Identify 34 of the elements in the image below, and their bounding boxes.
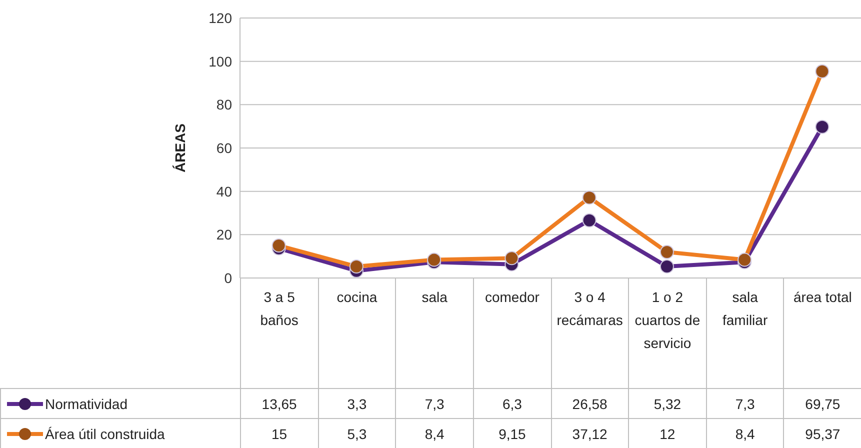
data-label: 69,75 — [783, 389, 861, 418]
data-label: 3,3 — [318, 389, 396, 418]
x-tick-label: sala — [422, 288, 448, 307]
y-tick-label: 20 — [216, 226, 232, 243]
data-label: 6,3 — [472, 389, 550, 418]
x-tick-label: área total — [794, 288, 852, 307]
x-tick-label: 3 a 5 baños — [259, 288, 300, 330]
y-tick-label: 100 — [208, 53, 232, 70]
x-tick-label: sala familiar — [722, 288, 769, 330]
y-axis-title: ÁREAS — [172, 123, 188, 173]
data-label: 26,58 — [550, 389, 628, 418]
x-tick-label: comedor — [484, 288, 540, 307]
x-tick-label: 3 o 4 recámaras — [556, 288, 624, 330]
y-tick-label: 0 — [224, 270, 232, 286]
data-label: 8,4 — [395, 419, 473, 448]
data-label: 8,4 — [706, 419, 784, 448]
y-tick-label: 40 — [216, 183, 232, 200]
x-tick-label: cocina — [336, 288, 378, 307]
y-tick-label: 60 — [216, 140, 232, 156]
legend-label: Normatividad — [45, 396, 128, 412]
data-label: 7,3 — [395, 389, 473, 418]
y-tick-label: 80 — [216, 96, 232, 113]
x-tick-label: 1 o 2 cuartos de servicio — [634, 288, 702, 353]
data-label: 7,3 — [706, 389, 784, 418]
data-label: 9,15 — [472, 419, 550, 448]
data-label: 37,12 — [550, 419, 628, 448]
data-label: 5,32 — [628, 389, 706, 418]
legend-label: Área útil construida — [45, 426, 165, 442]
data-label: 95,37 — [783, 419, 861, 448]
data-label: 5,3 — [318, 419, 396, 448]
data-label: 12 — [628, 419, 706, 448]
data-label: 13,65 — [240, 389, 318, 418]
data-label: 15 — [240, 419, 318, 448]
y-tick-label: 120 — [208, 10, 232, 26]
